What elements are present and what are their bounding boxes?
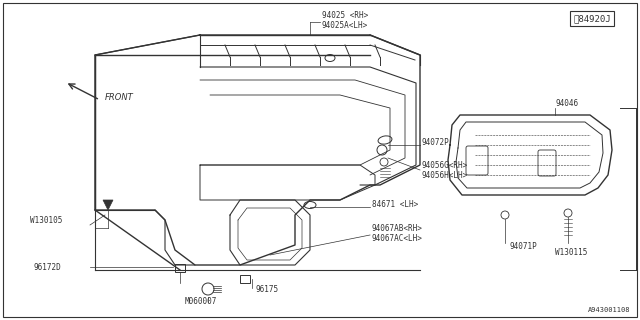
Text: 94056H<LH>: 94056H<LH> xyxy=(422,171,468,180)
Bar xyxy=(175,264,185,272)
Text: W130115: W130115 xyxy=(555,247,588,257)
Text: W130105: W130105 xyxy=(30,215,62,225)
Ellipse shape xyxy=(304,202,316,209)
Polygon shape xyxy=(103,200,113,210)
Circle shape xyxy=(501,211,509,219)
Text: 94071P: 94071P xyxy=(510,242,538,251)
Text: FRONT: FRONT xyxy=(105,92,134,101)
Text: 94046: 94046 xyxy=(555,99,578,108)
Text: 96172D: 96172D xyxy=(33,262,61,271)
Text: 94056G<RH>: 94056G<RH> xyxy=(422,161,468,170)
Text: 96175: 96175 xyxy=(255,285,278,294)
Text: 94072P: 94072P xyxy=(422,138,450,147)
Text: 84671 <LH>: 84671 <LH> xyxy=(372,199,419,209)
Text: 94025 <RH>: 94025 <RH> xyxy=(322,11,368,20)
Text: 94067AB<RH>: 94067AB<RH> xyxy=(372,223,423,233)
Text: 94025A<LH>: 94025A<LH> xyxy=(322,20,368,29)
Text: M060007: M060007 xyxy=(185,298,218,307)
Text: 94067AC<LH>: 94067AC<LH> xyxy=(372,234,423,243)
Text: A943001108: A943001108 xyxy=(588,307,630,313)
Circle shape xyxy=(564,209,572,217)
Text: ⡉84920J: ⡉84920J xyxy=(573,14,611,23)
Ellipse shape xyxy=(378,136,392,144)
FancyBboxPatch shape xyxy=(538,150,556,176)
Ellipse shape xyxy=(325,54,335,61)
FancyBboxPatch shape xyxy=(466,146,488,175)
Bar xyxy=(240,275,250,283)
Circle shape xyxy=(380,158,388,166)
Circle shape xyxy=(377,145,387,155)
Circle shape xyxy=(202,283,214,295)
